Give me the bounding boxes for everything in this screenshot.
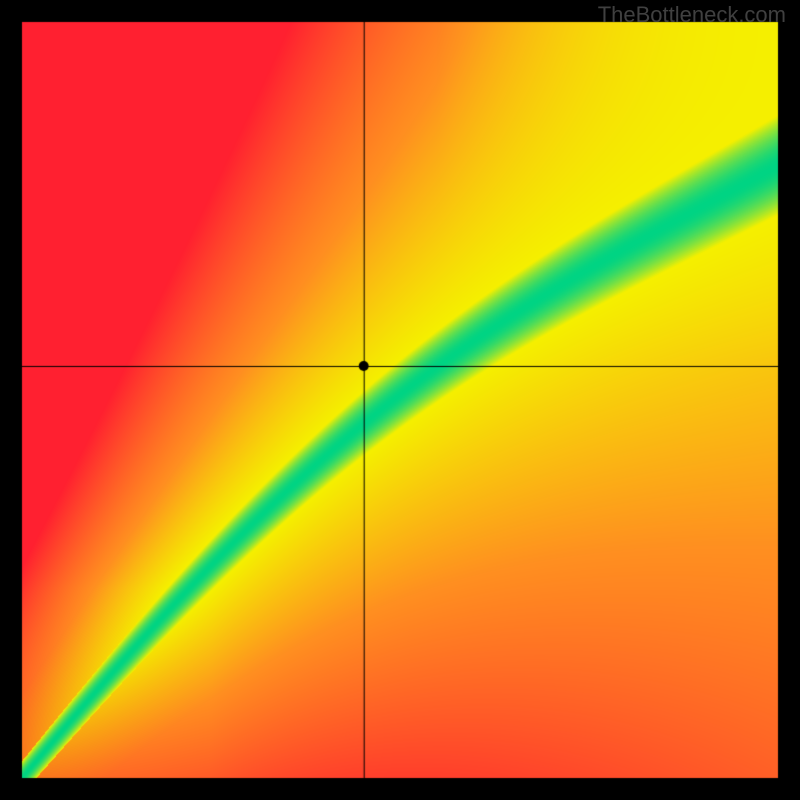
chart-container: TheBottleneck.com: [0, 0, 800, 800]
heatmap-canvas: [0, 0, 800, 800]
watermark-text: TheBottleneck.com: [598, 2, 786, 28]
